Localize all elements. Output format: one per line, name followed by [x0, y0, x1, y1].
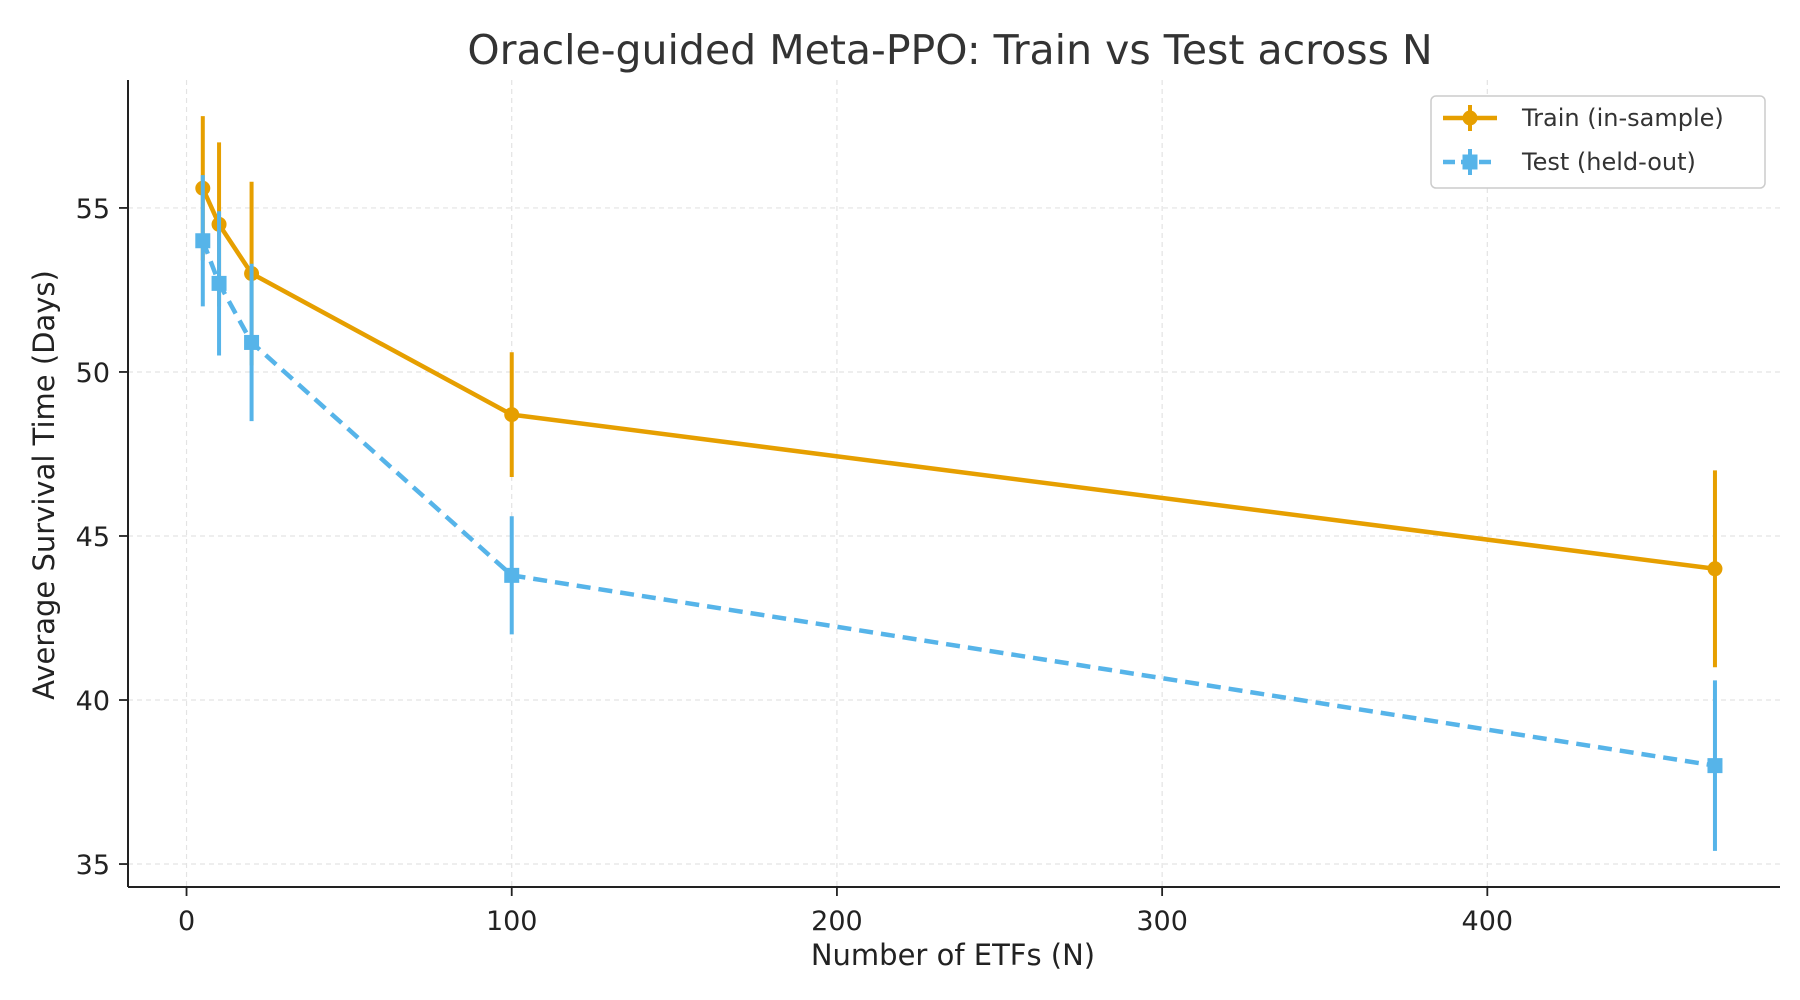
legend-frame	[1430, 95, 1766, 189]
axes: 0 100 200 300 400 35 40 45 50 55	[76, 80, 1780, 937]
x-axis-title: Number of ETFs (N)	[811, 938, 1095, 972]
data-point	[1707, 758, 1723, 774]
legend-label: Train (in-sample)	[1521, 104, 1724, 132]
data-point	[211, 275, 227, 291]
legend-item-test: Test (held-out)	[1443, 148, 1696, 176]
legend-marker	[1462, 110, 1478, 126]
legend-label: Test (held-out)	[1521, 148, 1696, 176]
grid	[128, 80, 1780, 887]
y-tick-label: 50	[76, 358, 110, 389]
series-layer	[195, 116, 1723, 851]
series-test	[195, 175, 1723, 851]
y-tick-label: 40	[76, 686, 110, 717]
x-tick-label: 300	[1136, 906, 1188, 937]
x-tick-label: 0	[178, 906, 195, 937]
data-point	[244, 334, 260, 350]
data-point	[1707, 561, 1723, 577]
data-point	[504, 567, 520, 583]
y-tick-label: 45	[76, 522, 110, 553]
y-tick-label: 55	[76, 194, 110, 225]
data-point	[195, 233, 211, 249]
chart-title: Oracle-guided Meta-PPO: Train vs Test ac…	[467, 26, 1432, 74]
y-axis-title: Average Survival Time (Days)	[27, 270, 61, 700]
legend-item-train: Train (in-sample)	[1443, 104, 1724, 132]
legend: Train (in-sample) Test (held-out)	[1430, 95, 1766, 189]
x-tick-label: 100	[486, 906, 538, 937]
data-point	[504, 407, 520, 423]
y-tick-label: 35	[76, 850, 110, 881]
series-train	[195, 116, 1723, 668]
x-tick-label: 200	[811, 906, 863, 937]
legend-marker	[1462, 154, 1478, 170]
series-line	[200, 239, 1716, 768]
series-line	[200, 187, 1716, 572]
x-tick-label: 400	[1462, 906, 1514, 937]
